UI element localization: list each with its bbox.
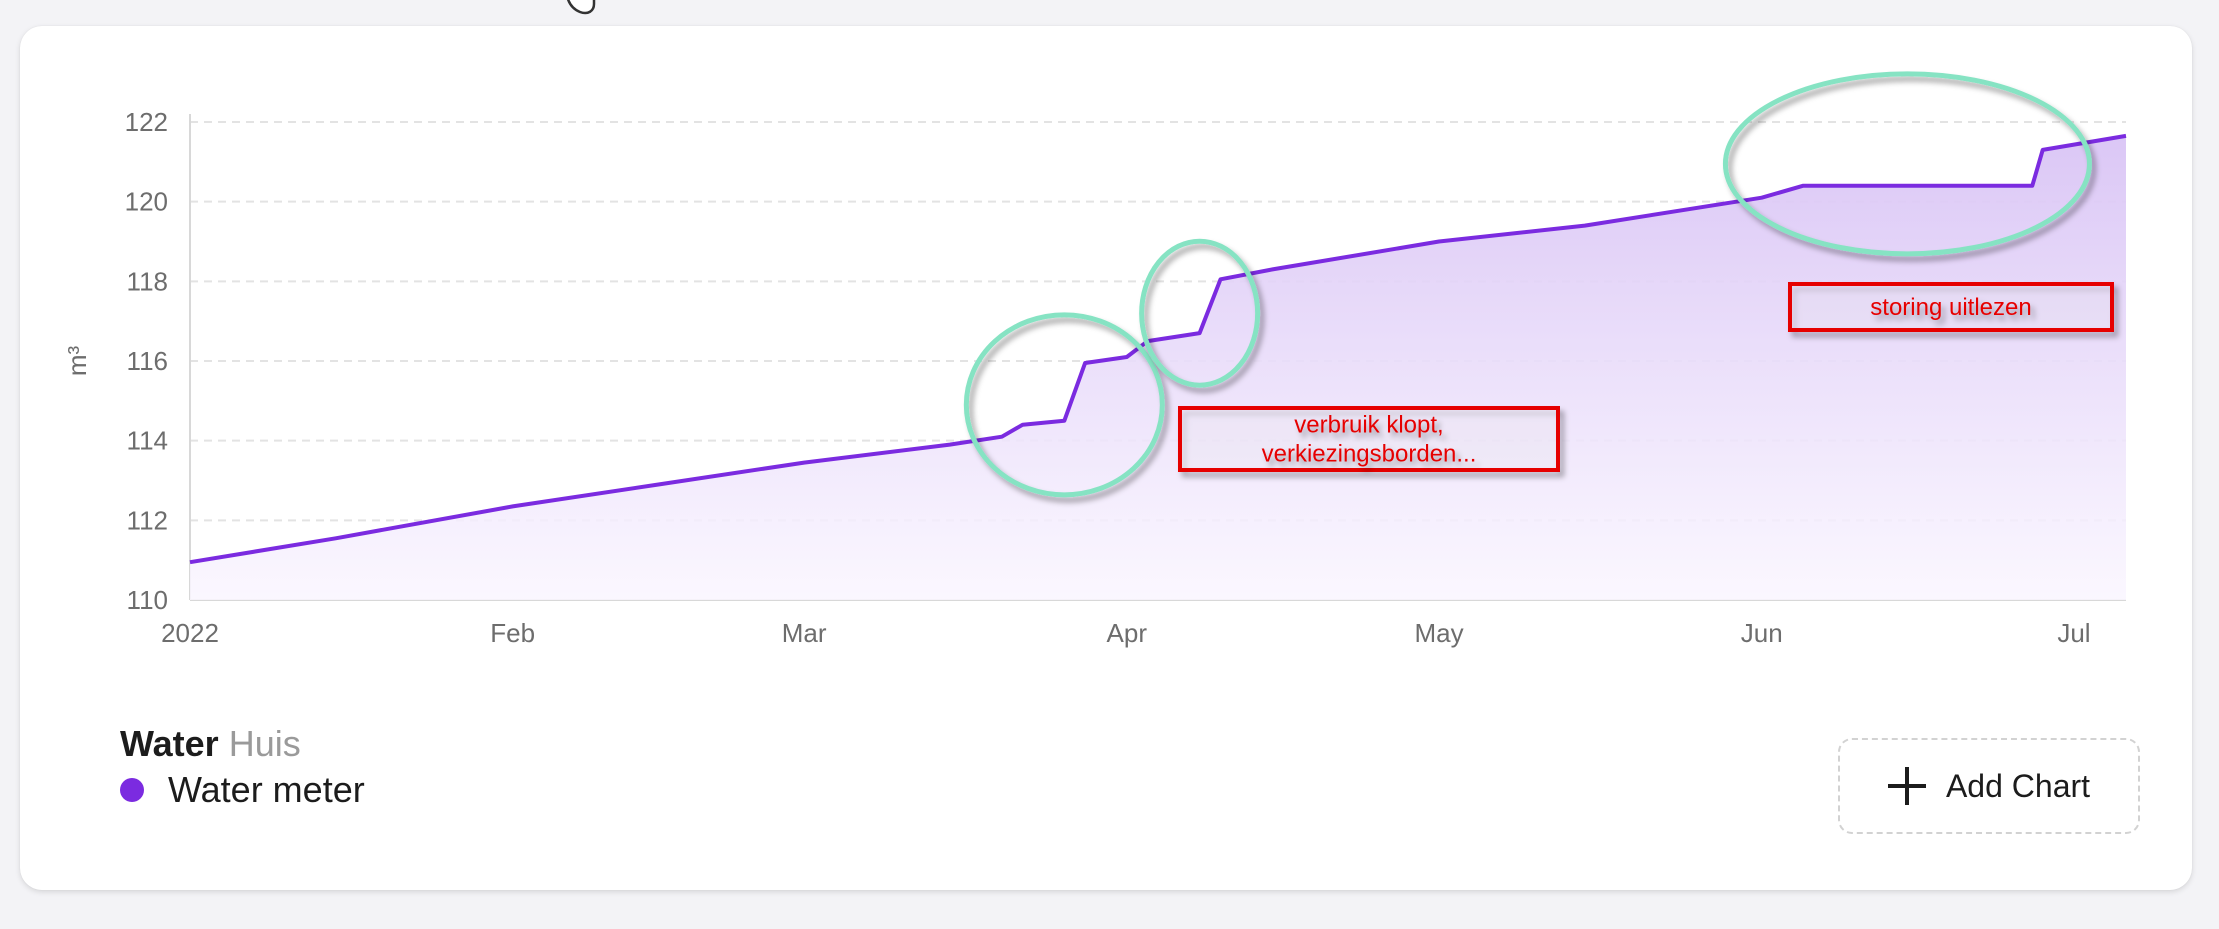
y-axis-label: m³ xyxy=(62,346,92,377)
highlight-circle-april-jump xyxy=(1139,238,1261,388)
series-area xyxy=(190,135,2126,600)
legend-label: Water meter xyxy=(168,769,365,810)
annotation-storing xyxy=(1788,282,2114,332)
legend-dot-icon xyxy=(120,778,144,802)
add-chart-button[interactable]: Add Chart xyxy=(1838,738,2140,834)
title-main: Water xyxy=(120,723,219,764)
chart-legend: Water Huis Water meter xyxy=(120,722,365,812)
y-tick-label: 114 xyxy=(127,426,168,456)
x-tick-label: Mar xyxy=(782,618,827,648)
chart-card-title: Water Huis xyxy=(120,722,365,766)
hand-cursor-icon xyxy=(567,0,596,15)
y-tick-label: 110 xyxy=(127,585,168,615)
x-tick-label: Feb xyxy=(490,618,535,648)
legend-item-water-meter[interactable]: Water meter xyxy=(120,768,365,812)
x-tick-label: Jun xyxy=(1741,618,1783,648)
annotation-text: verkiezingsborden... xyxy=(1262,441,1477,468)
x-tick-label: 2022 xyxy=(161,618,219,648)
y-tick-label: 122 xyxy=(125,107,168,137)
y-tick-label: 116 xyxy=(127,346,168,376)
x-tick-label: May xyxy=(1414,618,1463,648)
annotation-text: verbruik klopt, xyxy=(1294,412,1443,439)
annotation-consumption xyxy=(1178,406,1560,472)
add-chart-label: Add Chart xyxy=(1945,767,2091,804)
series-line xyxy=(189,133,2127,565)
y-tick-label: 120 xyxy=(125,187,168,217)
y-tick-label: 112 xyxy=(127,505,168,535)
x-tick-label: Apr xyxy=(1107,618,1148,648)
highlight-circle-june-gap xyxy=(1722,71,2092,257)
x-tick-label: Jul xyxy=(2057,618,2090,648)
line-chart: 110 112 114 116 118 120 122 m³ 2022 Feb Mar Apr May J… xyxy=(62,71,2127,648)
title-sub: Huis xyxy=(228,723,301,764)
y-tick-label: 118 xyxy=(127,266,168,296)
annotation-text: storing uitlezen xyxy=(1870,294,2031,321)
plus-icon xyxy=(1887,767,1926,805)
highlight-circle-march-jump xyxy=(963,312,1165,498)
chart-card: 110 112 114 116 118 120 122 m³ 2022 Feb Mar Apr May J… xyxy=(20,26,2192,890)
